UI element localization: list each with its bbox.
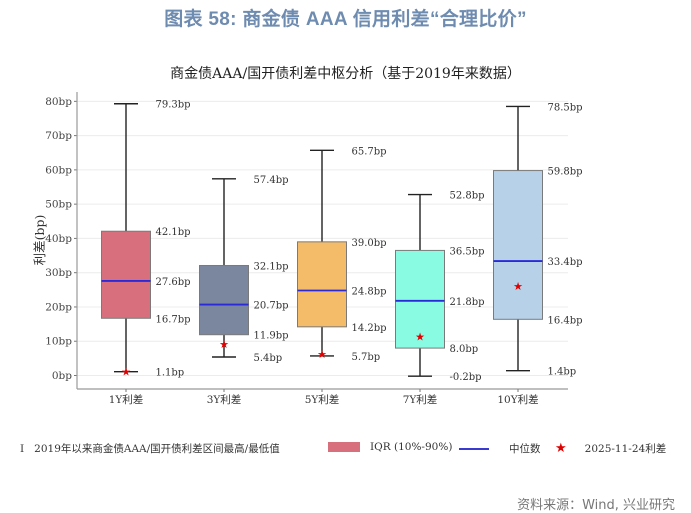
whisker-icon: I <box>20 442 25 455</box>
value-label-max: 57.4bp <box>254 175 289 186</box>
iqr-box <box>101 230 151 319</box>
x-tick-label: 10Y利差 <box>497 393 538 406</box>
value-label-median: 33.4bp <box>548 257 583 268</box>
legend: I 2019年以来商金债AAA/国开债利差区间最高/最低值 IQR (10%-9… <box>0 441 691 459</box>
value-label-q90: 39.0bp <box>352 238 387 249</box>
box-3Y利差: ★ 57.4bp 32.1bp 20.7bp 11.9bp 5.4bp <box>199 175 289 364</box>
y-tick-label: 80bp <box>45 96 72 108</box>
iqr-box <box>493 170 543 320</box>
y-tick-label: 70bp <box>45 130 72 142</box>
figure-title: 图表 58: 商金债 AAA 信用利差“合理比价” <box>164 9 527 30</box>
value-label-max: 65.7bp <box>352 146 387 157</box>
box-10Y利差: ★ 78.5bp 59.8bp 33.4bp 16.4bp 1.4bp <box>493 102 583 378</box>
y-tick-label: 20bp <box>45 301 72 313</box>
value-label-q90: 36.5bp <box>450 246 485 257</box>
x-tick-label: 3Y利差 <box>207 393 242 406</box>
current-spread-star-icon: ★ <box>121 366 131 379</box>
box-1Y利差: ★ 79.3bp 42.1bp 27.6bp 16.7bp 1.1bp <box>101 100 191 379</box>
current-spread-star-icon: ★ <box>219 338 229 351</box>
value-label-q90: 59.8bp <box>548 167 583 178</box>
legend-item-median: 中位数 <box>459 441 541 456</box>
value-label-min: 5.7bp <box>352 352 381 363</box>
current-spread-star-icon: ★ <box>317 348 327 361</box>
chart-title: 商金债AAA/国开债利差中枢分析（基于2019年来数据） <box>170 66 521 82</box>
value-label-q10: 14.2bp <box>352 323 387 334</box>
legend-label-range: 2019年以来商金债AAA/国开债利差区间最高/最低值 <box>34 443 280 455</box>
value-label-max: 52.8bp <box>450 191 485 202</box>
legend-item-iqr: IQR (10%-90%) <box>328 441 452 453</box>
x-tick-label: 5Y利差 <box>305 393 340 406</box>
legend-label-current: 2025-11-24利差 <box>584 443 667 455</box>
iqr-box <box>199 264 249 336</box>
value-label-min: 5.4bp <box>254 353 283 364</box>
value-label-min: -0.2bp <box>450 372 482 383</box>
y-tick-label: 0bp <box>52 370 72 382</box>
y-tick-label: 40bp <box>45 233 72 245</box>
legend-label-iqr: IQR (10%-90%) <box>370 441 453 453</box>
value-label-median: 20.7bp <box>254 301 289 312</box>
current-spread-star-icon: ★ <box>415 330 425 343</box>
box-5Y利差: ★ 65.7bp 39.0bp 24.8bp 14.2bp 5.7bp <box>297 146 387 363</box>
legend-item-range: I 2019年以来商金债AAA/国开债利差区间最高/最低值 <box>20 441 280 456</box>
iqr-box <box>395 249 445 349</box>
legend-label-median: 中位数 <box>509 443 541 455</box>
median-line-icon <box>459 447 489 450</box>
boxes: ★ 79.3bp 42.1bp 27.6bp 16.7bp 1.1bp ★ 57.4bp 32.… <box>101 100 583 383</box>
y-tick-label: 10bp <box>45 336 72 348</box>
x-tick-label: 1Y利差 <box>109 393 144 406</box>
value-label-max: 79.3bp <box>156 100 191 111</box>
value-label-median: 27.6bp <box>156 277 191 288</box>
value-label-min: 1.4bp <box>548 367 577 378</box>
source-note: 资料来源：Wind, 兴业研究 <box>517 498 675 513</box>
value-label-max: 78.5bp <box>548 102 583 113</box>
value-label-median: 21.8bp <box>450 297 485 308</box>
iqr-box <box>297 241 347 328</box>
value-label-q10: 16.7bp <box>156 314 191 325</box>
value-label-q10: 11.9bp <box>254 331 289 342</box>
y-tick-label: 50bp <box>45 199 72 211</box>
y-tick-label: 60bp <box>45 164 72 176</box>
value-label-min: 1.1bp <box>156 368 185 379</box>
value-label-q90: 32.1bp <box>254 261 289 272</box>
box-7Y利差: ★ 52.8bp 36.5bp 21.8bp 8.0bp -0.2bp <box>395 191 485 383</box>
x-tick-label: 7Y利差 <box>403 393 438 406</box>
current-spread-star-icon: ★ <box>513 280 523 293</box>
value-label-q90: 42.1bp <box>156 227 191 238</box>
iqr-swatch-icon <box>328 442 360 452</box>
legend-item-current: ★ 2025-11-24利差 <box>555 441 666 456</box>
star-icon: ★ <box>555 441 567 456</box>
axes: 0bp 10bp 20bp 30bp 40bp 50bp 60bp 70bp 80bp 利差(bp… <box>32 92 568 406</box>
value-label-q10: 16.4bp <box>548 315 583 326</box>
box-plot-chart: 0bp 10bp 20bp 30bp 40bp 50bp 60bp 70bp 80bp 利差(bp… <box>32 92 583 406</box>
value-label-q10: 8.0bp <box>450 344 479 355</box>
y-axis-label: 利差(bp) <box>32 215 47 266</box>
value-label-median: 24.8bp <box>352 287 387 298</box>
y-tick-label: 30bp <box>45 267 72 279</box>
